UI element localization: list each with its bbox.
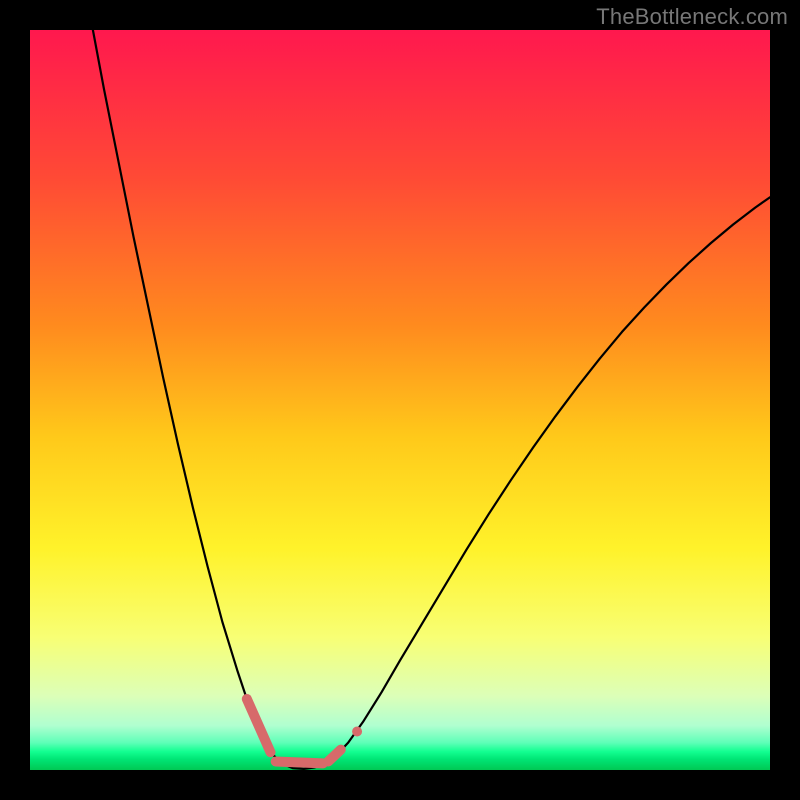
chart-stage: TheBottleneck.com (0, 0, 800, 800)
bottleneck-curve-chart (0, 0, 800, 800)
watermark-text: TheBottleneck.com (596, 4, 788, 30)
